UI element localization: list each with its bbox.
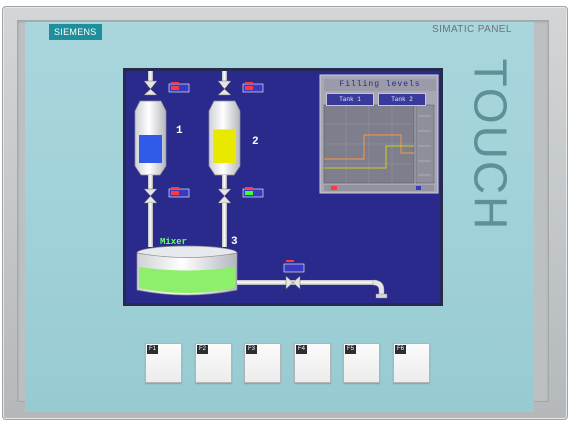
trend-tab-tank-1[interactable]: Tank 1 bbox=[326, 93, 374, 106]
tank-1[interactable] bbox=[134, 71, 167, 191]
tank-1-label: 1 bbox=[176, 125, 183, 137]
trend-line-1 bbox=[324, 134, 414, 160]
f1-label: F1 bbox=[147, 345, 159, 354]
outlet-indicator bbox=[283, 263, 305, 273]
function-key-f6[interactable]: F6 bbox=[393, 343, 430, 383]
valve-icon[interactable] bbox=[143, 80, 158, 90]
f5-label: F5 bbox=[345, 345, 357, 354]
function-key-f5[interactable]: F5 bbox=[343, 343, 380, 383]
valve-icon[interactable] bbox=[143, 188, 158, 197]
trend-line-2 bbox=[324, 145, 414, 169]
touch-label: TOUCH bbox=[464, 58, 516, 232]
function-key-f2[interactable]: F2 bbox=[195, 343, 232, 383]
tank-2-label: 2 bbox=[252, 136, 259, 148]
outlet-valve-icon[interactable] bbox=[285, 275, 294, 290]
trend-scale bbox=[415, 104, 435, 184]
function-key-f4[interactable]: F4 bbox=[294, 343, 331, 383]
valve-icon[interactable] bbox=[217, 80, 232, 90]
function-key-f1[interactable]: F1 bbox=[145, 343, 182, 383]
mixer-label: Mixer bbox=[160, 237, 188, 247]
tank-2[interactable] bbox=[208, 71, 241, 191]
f2-label: F2 bbox=[197, 345, 209, 354]
mixer-tank[interactable] bbox=[136, 245, 238, 296]
function-key-f3[interactable]: F3 bbox=[244, 343, 281, 383]
trend-tab-tank-2[interactable]: Tank 2 bbox=[378, 93, 426, 106]
brand-logo: SIEMENS bbox=[49, 24, 102, 40]
valve-icon[interactable] bbox=[217, 188, 232, 197]
f6-label: F6 bbox=[395, 345, 407, 354]
trend-title: Filling levels bbox=[324, 79, 436, 91]
f3-label: F3 bbox=[246, 345, 258, 354]
hmi-screen[interactable]: 1 2 3 Mixer Filling levels Tank 1 Tank 2 bbox=[123, 68, 443, 306]
trend-toolbar[interactable] bbox=[324, 185, 434, 191]
mixer-number-label: 3 bbox=[231, 236, 238, 248]
model-label: SIMATIC PANEL bbox=[432, 24, 512, 35]
f4-label: F4 bbox=[296, 345, 308, 354]
